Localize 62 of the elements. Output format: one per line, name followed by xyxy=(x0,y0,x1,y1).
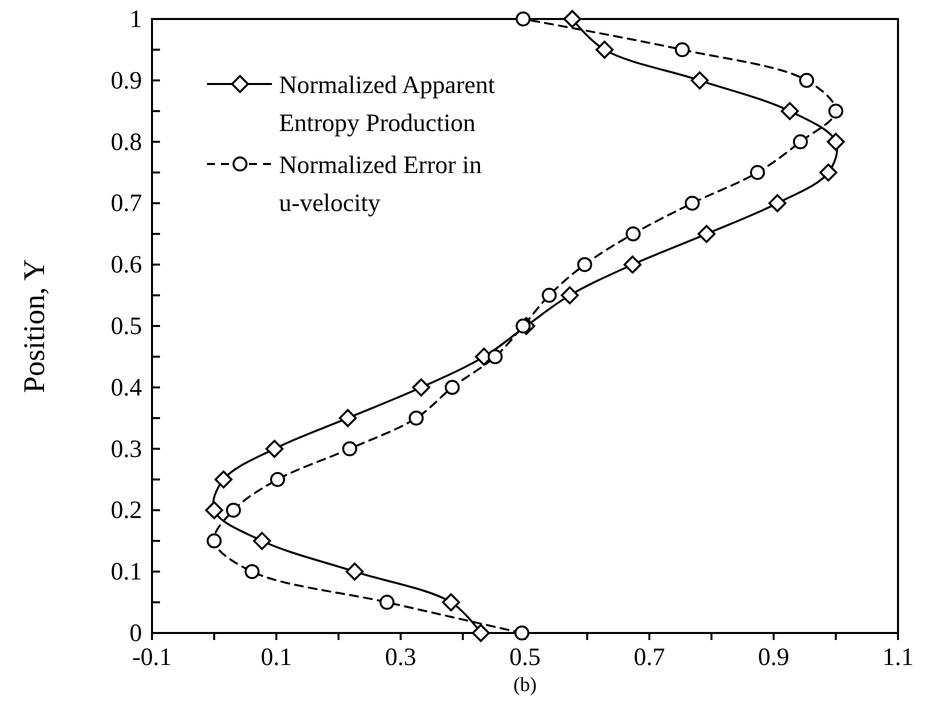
point xyxy=(408,410,424,426)
point xyxy=(828,104,844,119)
point xyxy=(226,502,241,518)
y-tick-label: 0.4 xyxy=(110,374,142,402)
x-tick-label: 1.1 xyxy=(882,644,914,671)
point xyxy=(338,409,357,428)
legend-label: Normalized Error in u-velocity xyxy=(279,152,482,217)
x-tick-label: 0.5 xyxy=(509,644,541,671)
legend-label: Normalized Apparent Entropy Production xyxy=(279,72,495,137)
x-tick-label: 0.3 xyxy=(385,644,416,671)
point xyxy=(270,472,286,487)
y-tick-label: 0.9 xyxy=(110,67,142,94)
point xyxy=(563,10,582,28)
point xyxy=(690,71,709,90)
x-tick-label: 0.7 xyxy=(634,644,665,671)
point xyxy=(826,132,845,151)
y-tick-label: 0.1 xyxy=(110,558,142,586)
point xyxy=(253,532,272,550)
point xyxy=(342,441,358,456)
point xyxy=(346,562,364,581)
point xyxy=(379,594,394,610)
y-tick-label: 0.8 xyxy=(110,128,142,156)
y-tick-label: 0.3 xyxy=(110,436,142,463)
x-tick-label: 0.1 xyxy=(260,644,292,671)
point xyxy=(542,288,557,303)
point xyxy=(750,165,766,180)
y-tick-label: 0.2 xyxy=(110,497,142,524)
point xyxy=(244,564,260,580)
point xyxy=(768,194,786,212)
point xyxy=(516,12,531,26)
point xyxy=(596,40,614,59)
point xyxy=(799,72,814,88)
point xyxy=(265,440,284,458)
point xyxy=(577,257,592,272)
point xyxy=(412,378,430,396)
point xyxy=(560,286,579,304)
y-tick-label: 0 xyxy=(130,620,142,647)
point xyxy=(698,224,716,243)
point xyxy=(206,533,222,548)
point xyxy=(516,318,531,334)
point xyxy=(684,196,700,211)
x-tick-label: -0.1 xyxy=(132,644,172,671)
point xyxy=(488,349,503,364)
y-axis-title: Position, Y xyxy=(18,259,51,393)
point xyxy=(819,164,838,182)
point xyxy=(626,226,641,242)
point xyxy=(214,470,232,488)
point xyxy=(674,42,690,58)
point xyxy=(792,134,808,150)
y-tick-label: 0.6 xyxy=(110,252,142,279)
point xyxy=(472,624,490,642)
point xyxy=(442,593,460,612)
x-tick-label: 0.9 xyxy=(758,644,790,671)
point xyxy=(205,501,224,520)
point xyxy=(444,380,460,395)
x-axis-title: (b) xyxy=(513,674,537,696)
point xyxy=(624,256,642,274)
point xyxy=(780,102,799,120)
y-tick-label: 1 xyxy=(130,6,142,33)
point xyxy=(514,626,530,640)
y-tick-label: 0.5 xyxy=(110,313,142,340)
y-tick-label: 0.7 xyxy=(110,190,142,218)
